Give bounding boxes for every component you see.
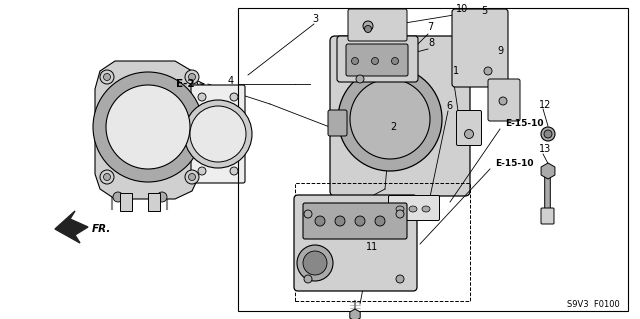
Circle shape xyxy=(230,167,238,175)
FancyBboxPatch shape xyxy=(388,196,440,220)
Ellipse shape xyxy=(396,206,404,212)
Bar xyxy=(148,193,160,211)
FancyBboxPatch shape xyxy=(545,173,550,211)
Text: FR.: FR. xyxy=(92,224,111,234)
Circle shape xyxy=(104,73,111,80)
Polygon shape xyxy=(95,61,200,199)
Circle shape xyxy=(185,170,199,184)
Circle shape xyxy=(355,216,365,226)
Text: E-15-10: E-15-10 xyxy=(505,120,543,129)
Circle shape xyxy=(93,72,203,182)
FancyBboxPatch shape xyxy=(346,44,408,76)
Circle shape xyxy=(392,57,399,64)
Circle shape xyxy=(350,79,430,159)
Text: 6: 6 xyxy=(446,101,452,111)
Circle shape xyxy=(189,174,195,181)
Circle shape xyxy=(184,100,252,168)
Ellipse shape xyxy=(409,206,417,212)
Circle shape xyxy=(315,216,325,226)
Circle shape xyxy=(371,57,378,64)
Polygon shape xyxy=(55,211,88,243)
FancyBboxPatch shape xyxy=(337,36,418,82)
Text: 12: 12 xyxy=(539,100,551,110)
Circle shape xyxy=(297,245,333,281)
Circle shape xyxy=(541,127,555,141)
Text: 1: 1 xyxy=(453,66,459,76)
FancyBboxPatch shape xyxy=(348,9,407,41)
Text: E-15-10: E-15-10 xyxy=(495,160,534,168)
FancyBboxPatch shape xyxy=(191,85,245,183)
Circle shape xyxy=(100,70,114,84)
Circle shape xyxy=(304,210,312,218)
Circle shape xyxy=(499,97,507,105)
Circle shape xyxy=(396,210,404,218)
Text: 10: 10 xyxy=(456,4,468,14)
Circle shape xyxy=(157,192,167,202)
FancyBboxPatch shape xyxy=(456,110,481,145)
Circle shape xyxy=(335,216,345,226)
FancyBboxPatch shape xyxy=(330,36,470,196)
Bar xyxy=(120,193,132,211)
Text: 13: 13 xyxy=(539,144,551,154)
Circle shape xyxy=(338,67,442,171)
Circle shape xyxy=(185,70,199,84)
Circle shape xyxy=(363,21,373,31)
Circle shape xyxy=(189,73,195,80)
Bar xyxy=(238,8,628,311)
FancyBboxPatch shape xyxy=(303,203,407,239)
Circle shape xyxy=(465,130,474,138)
Circle shape xyxy=(484,67,492,75)
Text: 11: 11 xyxy=(366,242,378,252)
Text: 3: 3 xyxy=(312,14,318,24)
FancyBboxPatch shape xyxy=(294,195,417,291)
Circle shape xyxy=(100,170,114,184)
FancyBboxPatch shape xyxy=(488,79,520,121)
Circle shape xyxy=(303,251,327,275)
Circle shape xyxy=(113,192,123,202)
Circle shape xyxy=(106,85,190,169)
Text: S9V3  F0100: S9V3 F0100 xyxy=(567,300,620,309)
Text: 4: 4 xyxy=(228,76,234,86)
Text: 9: 9 xyxy=(497,46,503,56)
Circle shape xyxy=(365,26,371,33)
Circle shape xyxy=(198,167,206,175)
Text: 7: 7 xyxy=(427,22,433,32)
Text: 2: 2 xyxy=(390,122,396,132)
Circle shape xyxy=(356,75,364,83)
Circle shape xyxy=(544,130,552,138)
FancyBboxPatch shape xyxy=(328,110,347,136)
Text: 5: 5 xyxy=(481,6,487,16)
Bar xyxy=(295,183,470,301)
Circle shape xyxy=(375,216,385,226)
Circle shape xyxy=(304,275,312,283)
Circle shape xyxy=(396,275,404,283)
Text: E-2: E-2 xyxy=(177,79,195,89)
Text: 8: 8 xyxy=(428,38,434,48)
Circle shape xyxy=(104,174,111,181)
FancyBboxPatch shape xyxy=(541,208,554,224)
Circle shape xyxy=(190,106,246,162)
FancyBboxPatch shape xyxy=(452,9,508,87)
Circle shape xyxy=(351,57,358,64)
Circle shape xyxy=(198,93,206,101)
Circle shape xyxy=(230,93,238,101)
Ellipse shape xyxy=(422,206,430,212)
